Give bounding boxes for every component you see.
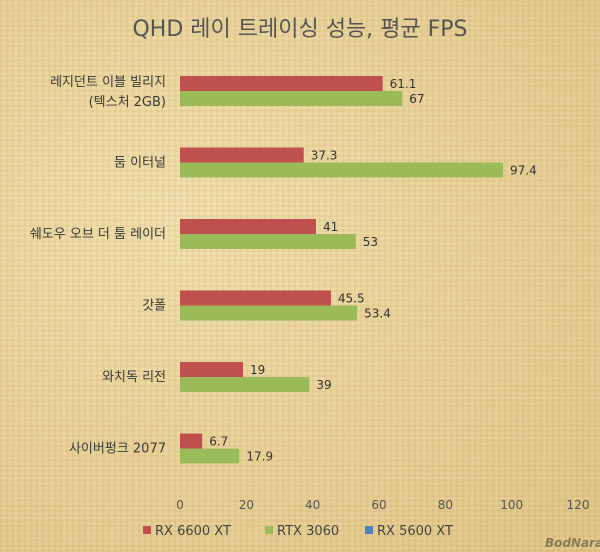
bar [180,76,383,91]
bar [180,377,310,392]
bar [180,234,356,249]
data-label: 45.5 [338,292,365,306]
bar [180,162,504,178]
bar [180,433,203,449]
chart-title: QHD 레이 트레이싱 성능, 평균 FPS [132,17,467,42]
x-tick-label: 40 [305,498,320,512]
bar [180,147,304,163]
data-label: 17.9 [246,450,273,464]
category-label: 레지던트 이블 빌리지 [50,75,166,90]
x-tick-label: 100 [500,498,523,512]
legend-label: RTX 3060 [277,524,339,539]
category-label: 둠 이터널 [114,156,166,171]
data-label: 61.1 [390,77,417,91]
bar [180,448,240,464]
bar [180,290,331,306]
data-label: 53 [363,235,378,249]
data-label: 67 [409,92,424,106]
bar [180,305,358,321]
category-label: 와치독 리전 [102,370,166,385]
category-label: 쉐도우 오브 더 툼 레이더 [30,227,166,242]
legend-label: RX 6600 XT [155,524,231,539]
bar [180,362,244,377]
category-label: (텍스처 2GB) [89,95,166,110]
data-label: 37.3 [311,149,338,163]
watermark: BodNara [545,536,600,550]
bar [180,91,403,106]
data-label: 39 [316,378,331,392]
data-label: 19 [250,363,265,377]
legend-swatch [265,526,273,534]
x-tick-label: 80 [438,498,453,512]
legend-swatch [143,526,151,534]
category-label: 갓폴 [142,299,166,314]
data-label: 53.4 [364,307,391,321]
x-tick-label: 60 [371,498,386,512]
x-tick-label: 20 [239,498,254,512]
legend-label: RX 5600 XT [377,524,453,539]
data-label: 41 [323,220,338,234]
legend-swatch [365,526,373,534]
x-tick-label: 120 [567,498,590,512]
data-label: 97.4 [510,164,537,178]
category-label: 사이버펑크 2077 [69,442,166,457]
bar [180,219,316,234]
x-tick-label: 0 [176,498,184,512]
data-label: 6.7 [209,435,228,449]
